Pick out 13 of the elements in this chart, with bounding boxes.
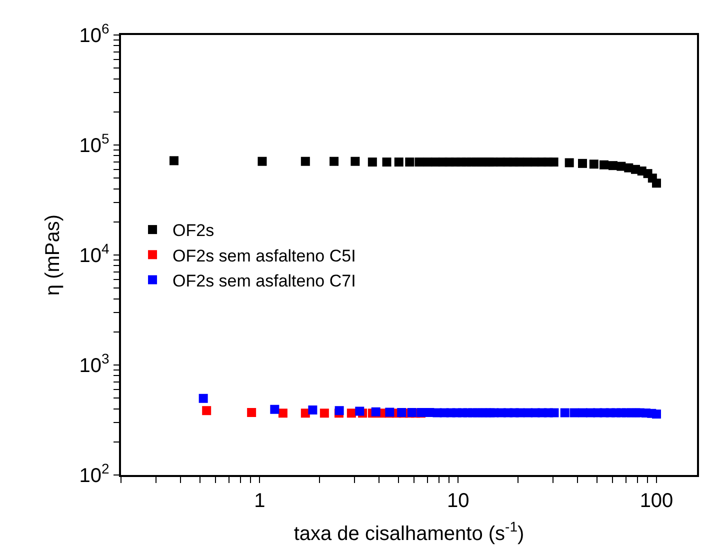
- legend-label: OF2s sem asfalteno C5I: [172, 246, 356, 266]
- y-tick-label: 10$^{6}$: [79, 20, 110, 47]
- x-tick-label: 10: [446, 490, 470, 512]
- legend-label: OF2s: [172, 221, 214, 240]
- x-axis-title: taxa de cisalhamento (s$^{-1}$): [294, 518, 524, 545]
- y-axis-title: η (mPas): [42, 214, 64, 296]
- x-tick-label: 1: [254, 490, 266, 512]
- y-tick-label: 10$^{4}$: [79, 240, 110, 267]
- x-tick-label: 100: [640, 490, 674, 512]
- y-tick-label: 10$^{2}$: [79, 460, 110, 487]
- legend-label: OF2s sem asfalteno C7I: [172, 271, 356, 290]
- y-tick-label: 10$^{5}$: [79, 130, 110, 157]
- y-tick-label: 10$^{3}$: [79, 350, 110, 377]
